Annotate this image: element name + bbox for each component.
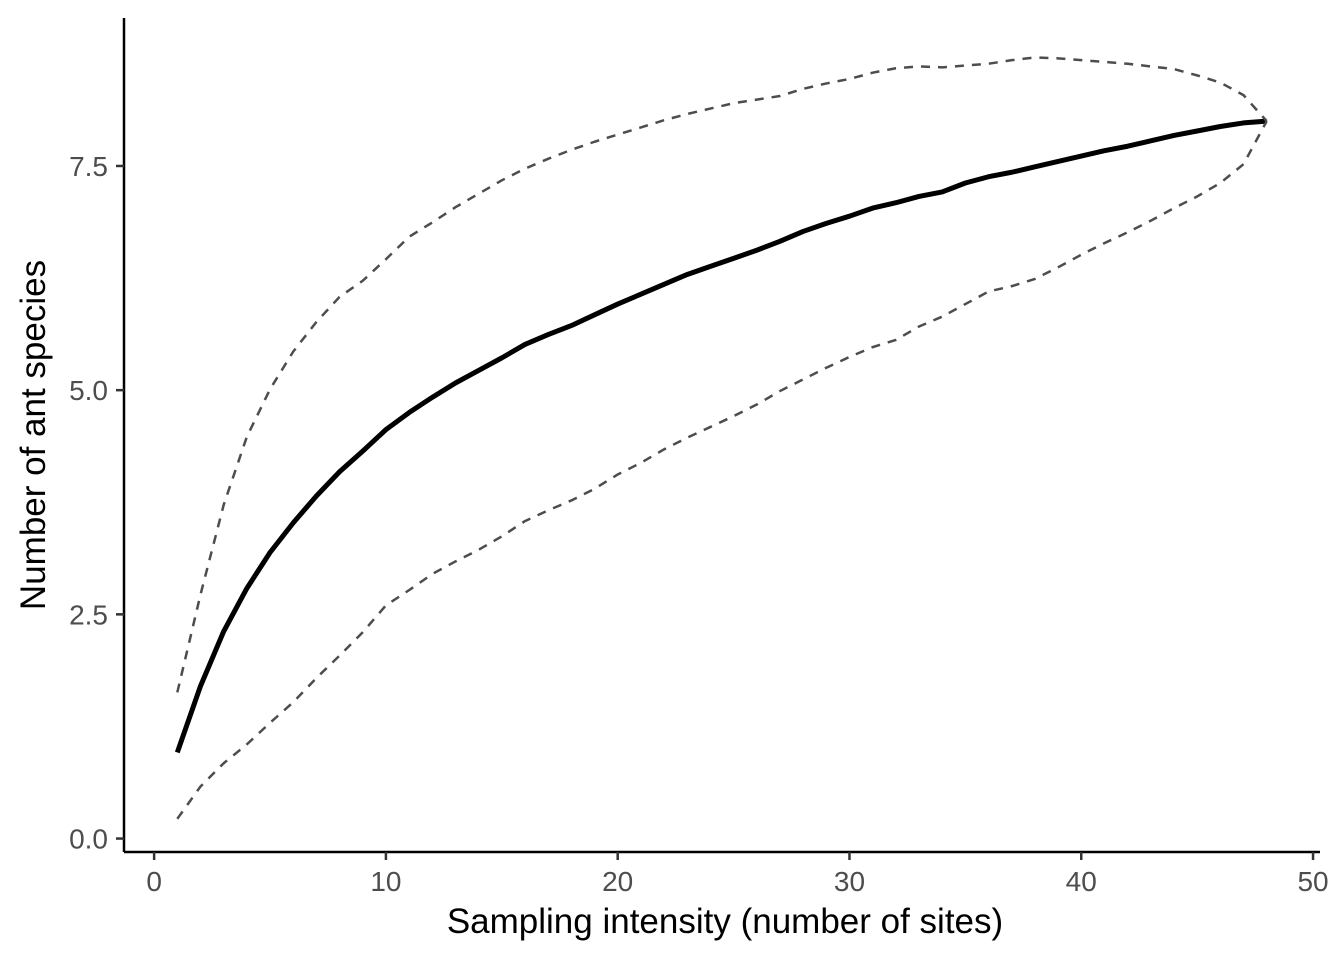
x-tick-label: 10: [370, 866, 401, 897]
y-tick-label: 5.0: [69, 375, 108, 406]
x-tick-label: 50: [1297, 866, 1328, 897]
x-axis-ticks: 0 10 20 30 40 50: [146, 852, 1329, 897]
y-tick-label: 0.0: [69, 824, 108, 855]
series-line-mean: [174, 118, 1267, 754]
series-line-upper: [176, 56, 1268, 693]
x-tick-label: 30: [834, 866, 865, 897]
y-tick-label: 2.5: [69, 599, 108, 630]
series-line-lower: [176, 120, 1268, 820]
x-tick-label: 20: [602, 866, 633, 897]
y-tick-label: 7.5: [69, 151, 108, 182]
x-axis-label: Sampling intensity (number of sites): [447, 902, 1003, 941]
x-tick-label: 0: [146, 866, 162, 897]
y-axis-label: Number of ant species: [14, 260, 53, 610]
series-layer: [174, 56, 1268, 820]
x-tick-label: 40: [1066, 866, 1097, 897]
y-axis-ticks: 0.0 2.5 5.0 7.5: [69, 151, 124, 855]
